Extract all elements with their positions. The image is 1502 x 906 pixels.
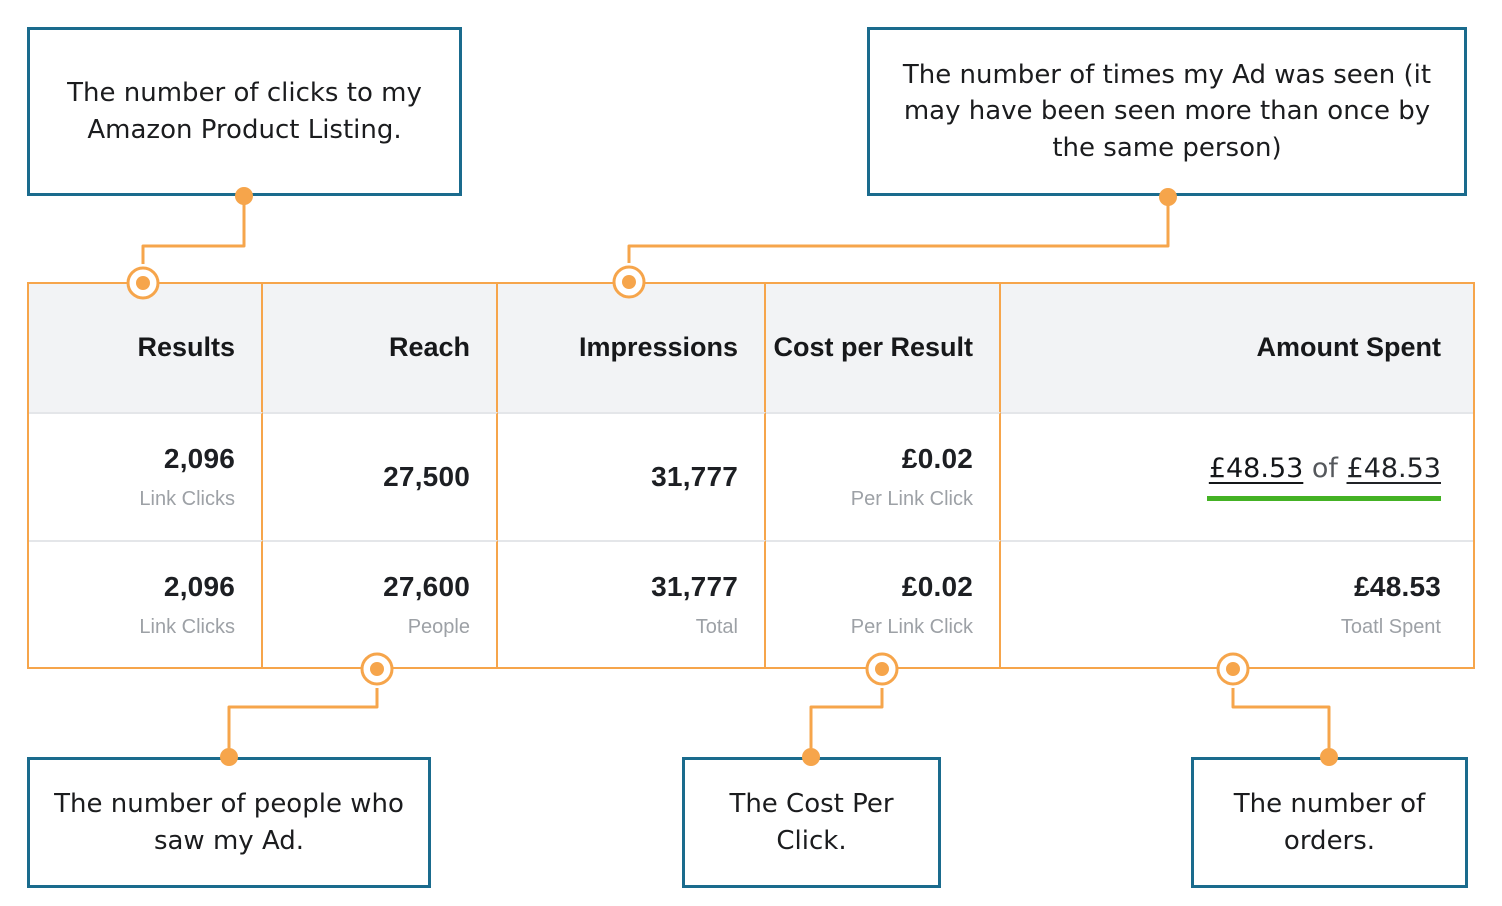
column-header-reach: Reach	[263, 284, 498, 412]
results-value: 2,096	[163, 570, 235, 602]
impressions-label: Total	[695, 615, 738, 638]
callout-cost-per-click-explanation: The Cost Per Click.	[682, 757, 941, 888]
cell-amount-spent-row2: £48.53 Toatl Spent	[1001, 540, 1473, 667]
callout-orders-explanation: The number of orders.	[1191, 757, 1468, 888]
results-label: Link Clicks	[139, 488, 235, 510]
amount-spent-link[interactable]: £48.53 of £48.53	[1209, 453, 1441, 484]
amount-spent-label: Toatl Spent	[1340, 615, 1441, 638]
cell-amount-spent-row1: £48.53 of £48.53	[1001, 412, 1473, 540]
spent-amount: £48.53	[1208, 453, 1304, 484]
budget-amount: £48.53	[1346, 453, 1441, 484]
cost-per-result-label: Per Link Click	[850, 615, 973, 638]
cell-cost-per-result-row2: £0.02 Per Link Click	[766, 540, 1001, 667]
callout-text: The number of people who saw my Ad.	[54, 789, 404, 856]
cell-impressions-row2: 31,777 Total	[498, 540, 766, 667]
callout-reach-explanation: The number of people who saw my Ad.	[27, 757, 431, 888]
connector-line-reach	[227, 688, 379, 748]
callout-impressions-explanation: The number of times my Ad was seen (it m…	[867, 27, 1467, 196]
connector-line-orders	[1231, 688, 1331, 748]
callout-text: The number of times my Ad was seen (it m…	[902, 59, 1432, 163]
results-value: 2,096	[163, 443, 235, 474]
cost-per-result-label: Per Link Click	[850, 488, 973, 510]
reach-value: 27,500	[383, 461, 470, 492]
reach-value: 27,600	[383, 570, 470, 602]
connector-line-cost	[809, 688, 884, 748]
connector-line-results	[141, 194, 246, 264]
callout-text: The Cost Per Click.	[729, 789, 894, 856]
impressions-value: 31,777	[651, 570, 738, 602]
ads-metrics-table: Results Reach Impressions Cost per Resul…	[27, 282, 1475, 669]
column-header-impressions: Impressions	[498, 284, 766, 412]
cost-per-result-value: £0.02	[901, 570, 973, 602]
cell-cost-per-result-row1: £0.02 Per Link Click	[766, 412, 1001, 540]
callout-results-explanation: The number of clicks to my Amazon Produc…	[27, 27, 462, 196]
cell-reach-row2: 27,600 People	[263, 540, 498, 667]
column-header-cost-per-result: Cost per Result	[766, 284, 1001, 412]
results-label: Link Clicks	[139, 615, 235, 638]
callout-text: The number of orders.	[1233, 789, 1426, 856]
cell-reach-row1: 27,500	[263, 412, 498, 540]
cell-impressions-row1: 31,777	[498, 412, 766, 540]
cell-results-row1: 2,096 Link Clicks	[29, 412, 263, 540]
cost-per-result-value: £0.02	[901, 443, 973, 474]
connector-line-impressions	[627, 195, 1170, 263]
column-header-amount-spent: Amount Spent	[1001, 284, 1473, 412]
amount-spent-value: £48.53	[1354, 570, 1441, 602]
column-header-results: Results	[29, 284, 263, 412]
cell-results-row2: 2,096 Link Clicks	[29, 540, 263, 667]
callout-text: The number of clicks to my Amazon Produc…	[67, 78, 422, 145]
impressions-value: 31,777	[651, 461, 738, 492]
budget-progress-bar	[1207, 496, 1441, 501]
reach-label: People	[407, 615, 470, 638]
of-separator: of	[1303, 453, 1347, 484]
